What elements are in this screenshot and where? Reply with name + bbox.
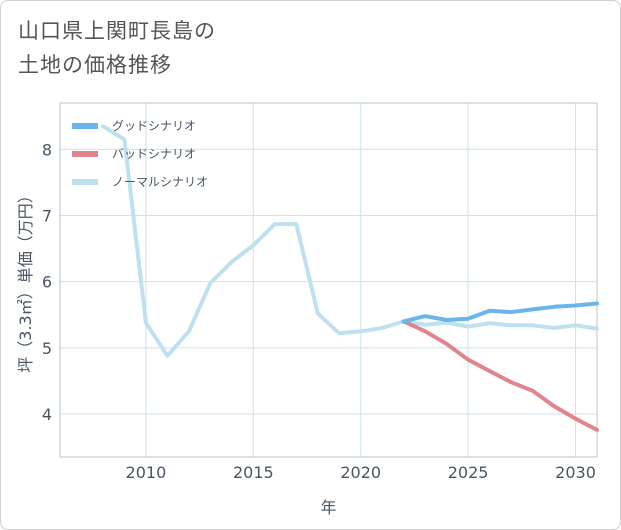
series-line-0: [401, 301, 599, 324]
chart-title-line-2: 土地の価格推移: [18, 53, 172, 77]
y-tick-label-4: 4: [42, 405, 52, 424]
legend-label-1: バッドシナリオ: [112, 147, 196, 161]
series-layer: [101, 124, 599, 432]
x-tick-label-2010: 2010: [126, 463, 167, 482]
x-tick-label-2025: 2025: [448, 463, 489, 482]
y-tick-label-7: 7: [42, 206, 52, 225]
x-tick-label-2020: 2020: [340, 463, 381, 482]
legend-label-0: グッドシナリオ: [112, 119, 196, 133]
grid-lines: [60, 103, 597, 457]
series-line-2: [101, 124, 599, 358]
tick-labels: 2010 2015 2020 2025 2030 4 5 6 7 8: [42, 140, 596, 482]
chart-title-line-1: 山口県上関町長島の: [18, 19, 216, 43]
x-tick-label-2030: 2030: [555, 463, 596, 482]
y-tick-label-5: 5: [42, 339, 52, 358]
series-line-1: [401, 319, 599, 432]
y-tick-label-6: 6: [42, 273, 52, 292]
x-tick-label-2015: 2015: [233, 463, 274, 482]
x-axis-label: 年: [320, 498, 336, 517]
y-axis-label: 坪（3.3㎡）単価（万円）: [16, 187, 35, 372]
y-tick-label-8: 8: [42, 140, 52, 159]
legend-label-2: ノーマルシナリオ: [112, 175, 208, 189]
plot-frame: [59, 102, 598, 458]
chart-title: 山口県上関町長島の 土地の価格推移: [18, 14, 318, 82]
